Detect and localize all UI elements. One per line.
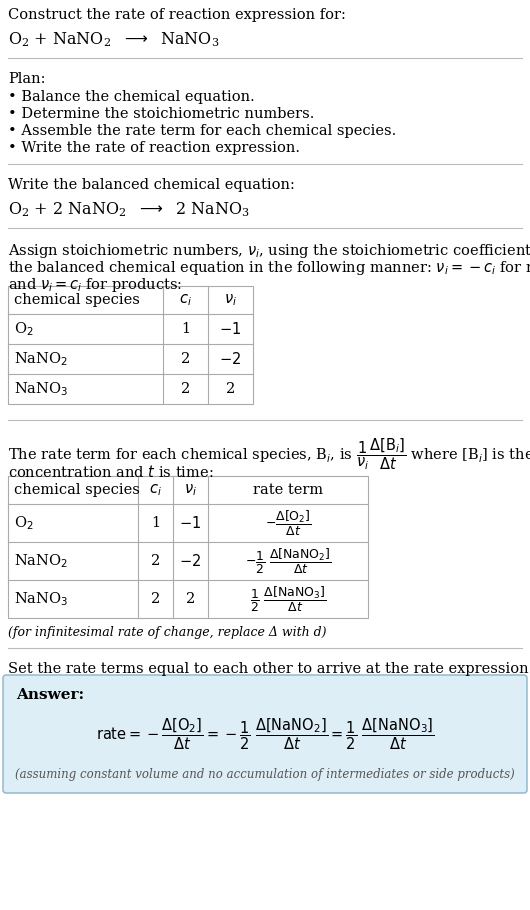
Text: Construct the rate of reaction expression for:: Construct the rate of reaction expressio… [8,8,346,22]
Bar [8,286,253,404]
Text: 2: 2 [151,592,160,606]
Text: 2: 2 [186,592,195,606]
Text: (assuming constant volume and no accumulation of intermediates or side products): (assuming constant volume and no accumul… [15,768,515,781]
Text: • Determine the stoichiometric numbers.: • Determine the stoichiometric numbers. [8,107,314,121]
Text: 2: 2 [181,382,190,396]
Text: Plan:: Plan: [8,72,46,86]
FancyBboxPatch shape [3,675,527,793]
Text: 1: 1 [181,322,190,336]
Text: NaNO$_2$: NaNO$_2$ [14,552,68,570]
Text: $c_i$: $c_i$ [179,292,192,308]
Text: $\nu_i$: $\nu_i$ [224,292,237,308]
Text: • Assemble the rate term for each chemical species.: • Assemble the rate term for each chemic… [8,124,396,138]
Text: $\nu_i$: $\nu_i$ [184,482,197,498]
Text: chemical species: chemical species [14,293,140,307]
Text: and $\nu_i = c_i$ for products:: and $\nu_i = c_i$ for products: [8,276,182,294]
Text: the balanced chemical equation in the following manner: $\nu_i = -c_i$ for react: the balanced chemical equation in the fo… [8,259,530,277]
Text: $-2$: $-2$ [219,351,242,367]
Text: Set the rate terms equal to each other to arrive at the rate expression:: Set the rate terms equal to each other t… [8,662,530,676]
Text: NaNO$_2$: NaNO$_2$ [14,350,68,368]
Text: concentration and $t$ is time:: concentration and $t$ is time: [8,464,214,480]
Text: 2: 2 [226,382,235,396]
Text: Assign stoichiometric numbers, $\nu_i$, using the stoichiometric coefficients, $: Assign stoichiometric numbers, $\nu_i$, … [8,242,530,260]
Text: (for infinitesimal rate of change, replace Δ with d): (for infinitesimal rate of change, repla… [8,626,326,639]
Text: • Write the rate of reaction expression.: • Write the rate of reaction expression. [8,141,300,155]
Text: O$_2$: O$_2$ [14,514,33,531]
Text: $\mathregular{O_2}$ + NaN$\mathregular{O_2}$  $\longrightarrow$  NaN$\mathregula: $\mathregular{O_2}$ + NaN$\mathregular{O… [8,30,219,49]
Text: NaNO$_3$: NaNO$_3$ [14,380,68,398]
Text: Write the balanced chemical equation:: Write the balanced chemical equation: [8,178,295,192]
Text: $\mathrm{rate} = -\dfrac{\Delta[\mathrm{O_2}]}{\Delta t} = -\dfrac{1}{2}\ \dfrac: $\mathrm{rate} = -\dfrac{\Delta[\mathrm{… [95,716,435,752]
Text: 1: 1 [151,516,160,530]
Text: Answer:: Answer: [16,688,84,702]
Text: $-1$: $-1$ [219,321,242,337]
Text: rate term: rate term [253,483,323,497]
Text: 2: 2 [151,554,160,568]
Text: $\mathregular{O_2}$ + 2 NaN$\mathregular{O_2}$  $\longrightarrow$  2 NaN$\mathre: $\mathregular{O_2}$ + 2 NaN$\mathregular… [8,200,250,218]
Text: 2: 2 [181,352,190,366]
Text: O$_2$: O$_2$ [14,320,33,338]
Bar [8,476,368,618]
Text: $\dfrac{1}{2}\ \dfrac{\Delta[\mathrm{NaNO_3}]}{\Delta t}$: $\dfrac{1}{2}\ \dfrac{\Delta[\mathrm{NaN… [250,584,326,613]
Text: $-1$: $-1$ [180,515,201,531]
Text: chemical species: chemical species [14,483,140,497]
Text: • Balance the chemical equation.: • Balance the chemical equation. [8,90,255,104]
Text: $-\dfrac{\Delta[\mathrm{O_2}]}{\Delta t}$: $-\dfrac{\Delta[\mathrm{O_2}]}{\Delta t}… [264,509,311,538]
Text: $c_i$: $c_i$ [149,482,162,498]
Text: $-2$: $-2$ [180,553,201,569]
Text: The rate term for each chemical species, B$_i$, is $\dfrac{1}{\nu_i}\dfrac{\Delt: The rate term for each chemical species,… [8,436,530,471]
Text: $-\dfrac{1}{2}\ \dfrac{\Delta[\mathrm{NaNO_2}]}{\Delta t}$: $-\dfrac{1}{2}\ \dfrac{\Delta[\mathrm{Na… [245,547,331,575]
Text: NaNO$_3$: NaNO$_3$ [14,591,68,608]
